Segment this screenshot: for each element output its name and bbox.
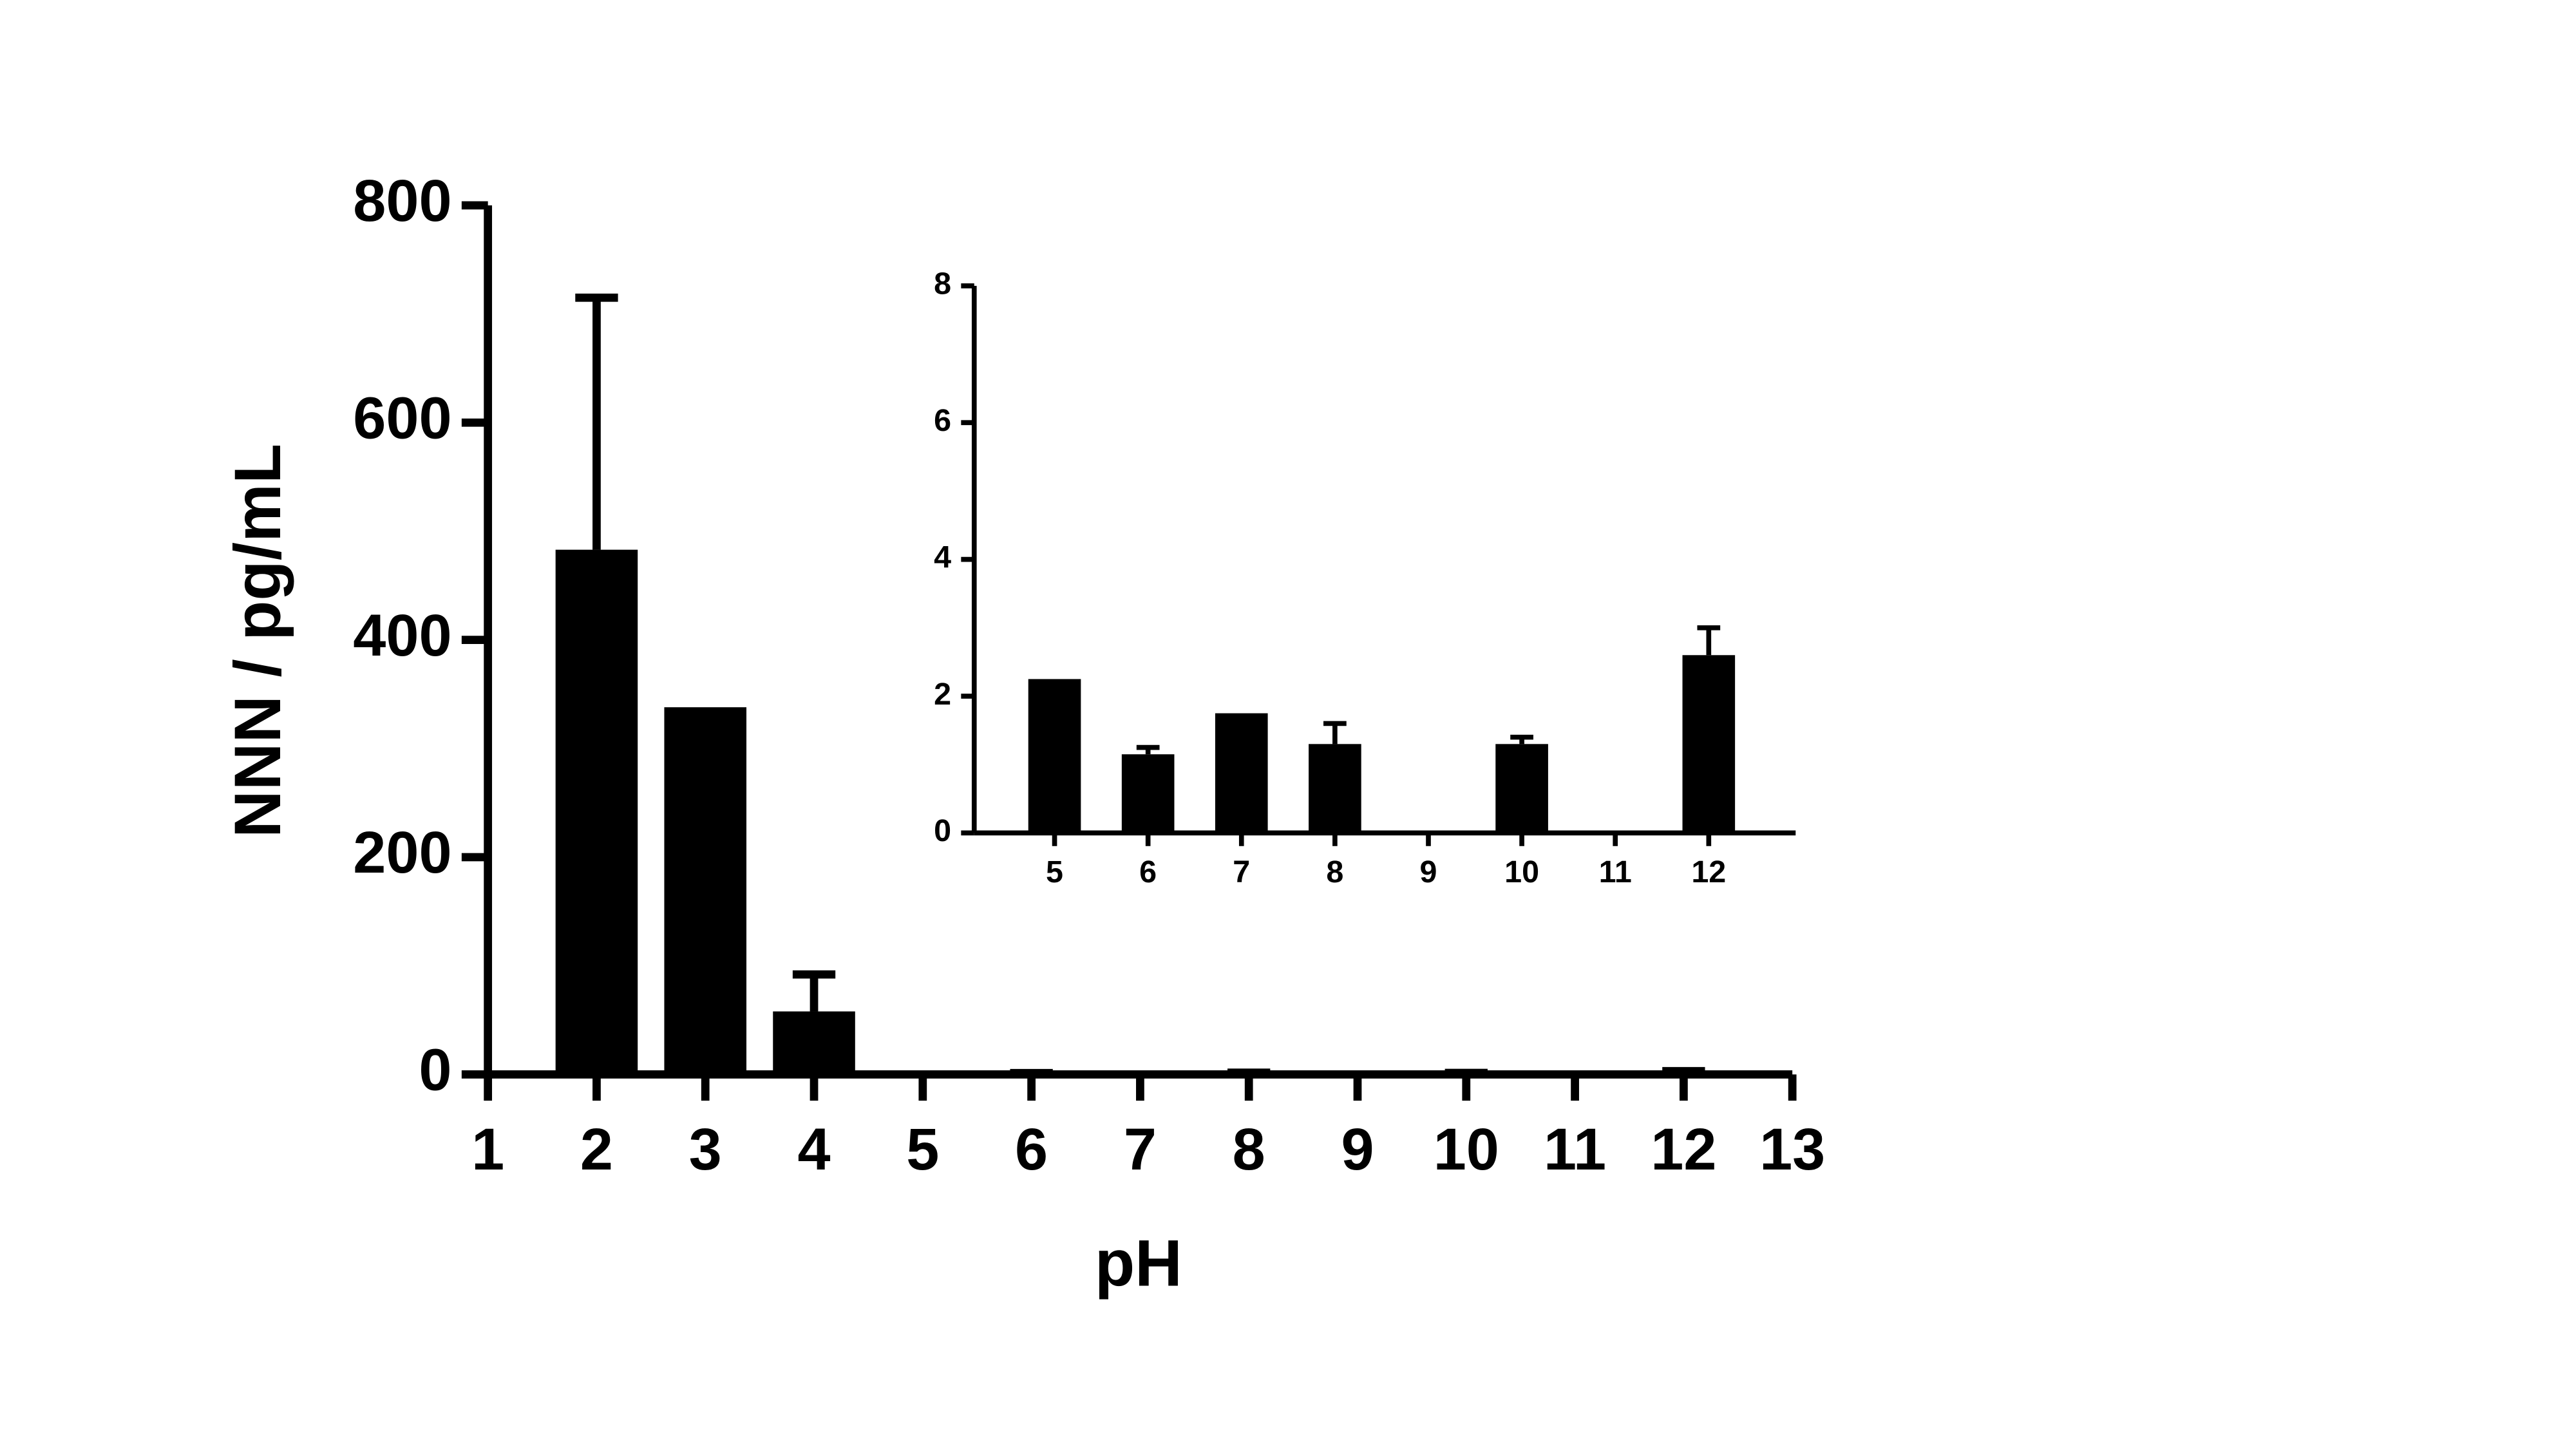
x-tick-label: 8 xyxy=(1233,1117,1265,1182)
error-bar xyxy=(1510,734,1533,744)
x-tick-label: 10 xyxy=(1434,1117,1499,1182)
x-tick-label: 1 xyxy=(471,1117,504,1182)
y-tick-label: 6 xyxy=(934,403,951,438)
x-tick-label: 2 xyxy=(580,1117,613,1182)
x-tick-label: 9 xyxy=(1341,1117,1374,1182)
y-tick-label: 0 xyxy=(419,1037,451,1103)
x-tick-label: 8 xyxy=(1326,855,1343,889)
bar xyxy=(1099,1072,1182,1075)
bar xyxy=(555,549,638,1075)
error-bar xyxy=(1227,1068,1271,1077)
bar xyxy=(882,1072,964,1075)
y-tick-label: 600 xyxy=(353,386,451,451)
x-tick-label: 5 xyxy=(906,1117,939,1182)
y-tick-label: 200 xyxy=(353,820,451,886)
bar xyxy=(1215,713,1268,833)
x-tick-label: 3 xyxy=(689,1117,722,1182)
x-tick-label: 13 xyxy=(1759,1117,1825,1182)
x-tick-label: 12 xyxy=(1651,1117,1716,1182)
bar xyxy=(1121,754,1175,833)
y-tick-label: 8 xyxy=(934,267,951,301)
x-tick-label: 12 xyxy=(1691,855,1726,889)
x-tick-label: 7 xyxy=(1124,1117,1157,1182)
error-bar xyxy=(575,293,618,550)
error-bar xyxy=(1662,1066,1705,1075)
bar xyxy=(1495,744,1548,833)
bar xyxy=(1682,655,1736,833)
bar xyxy=(1309,744,1361,833)
x-tick-label: 4 xyxy=(797,1117,830,1182)
bar xyxy=(1028,679,1081,833)
error-bar xyxy=(792,970,836,1012)
x-tick-label: 7 xyxy=(1233,855,1250,889)
y-tick-label: 0 xyxy=(934,813,951,848)
y-tick-label: 400 xyxy=(353,603,451,668)
x-tick-label: 11 xyxy=(1544,1117,1606,1182)
y-axis-label: NNN / pg/mL xyxy=(221,444,294,838)
x-tick-label: 6 xyxy=(1139,855,1157,889)
error-bar xyxy=(1697,625,1721,656)
bar xyxy=(664,707,747,1075)
y-tick-label: 800 xyxy=(353,168,451,234)
x-tick-label: 10 xyxy=(1504,855,1539,889)
error-bar xyxy=(1323,721,1347,744)
y-tick-label: 2 xyxy=(934,677,951,712)
x-tick-label: 9 xyxy=(1420,855,1437,889)
y-tick-label: 4 xyxy=(934,540,951,574)
error-bar xyxy=(1136,744,1160,755)
x-axis-label: pH xyxy=(1095,1226,1182,1300)
bar xyxy=(773,1011,855,1075)
x-tick-label: 11 xyxy=(1599,855,1632,889)
x-tick-label: 6 xyxy=(1015,1117,1048,1182)
x-tick-label: 5 xyxy=(1046,855,1063,889)
